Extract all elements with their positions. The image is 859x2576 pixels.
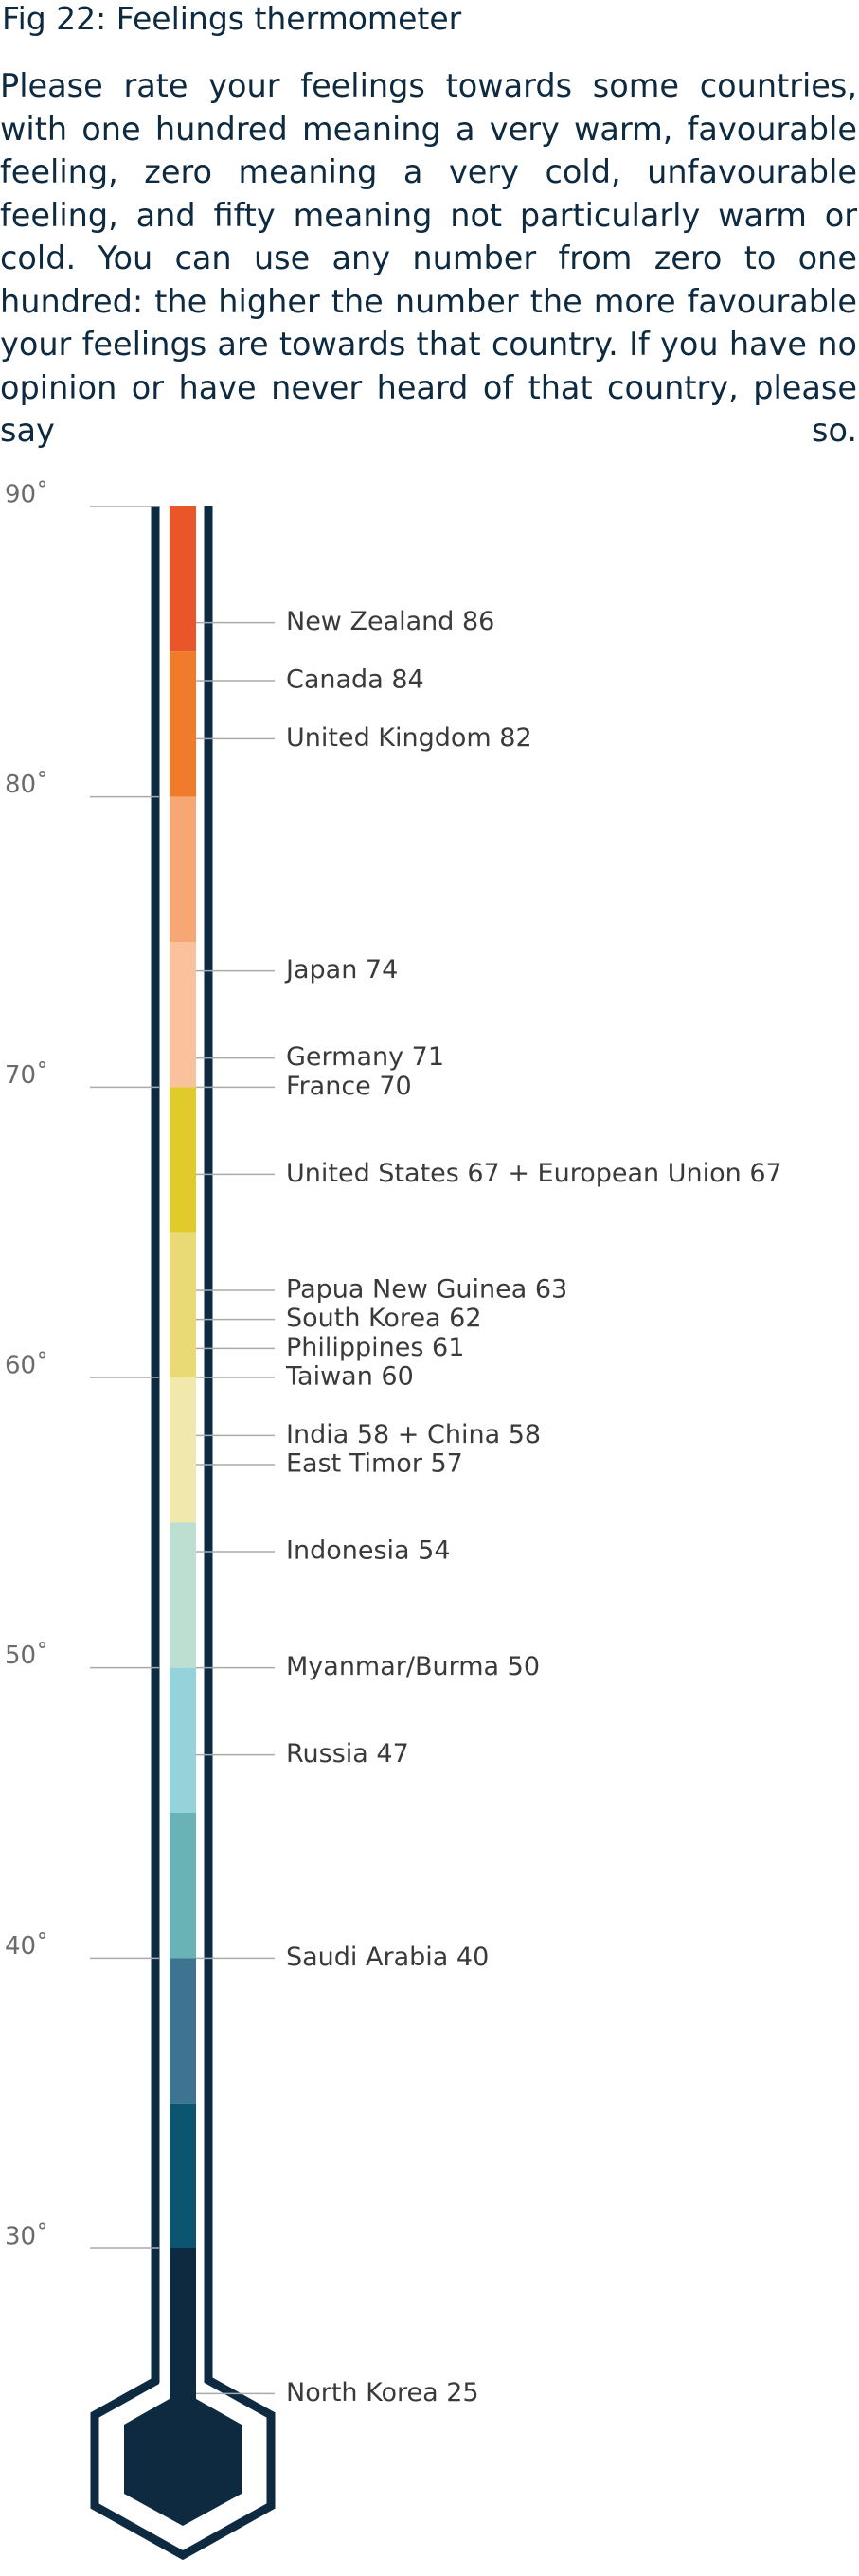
chart-subtitle: Please rate your feelings towards some c…	[0, 67, 857, 449]
band	[170, 1958, 196, 2104]
marker-label: Indonesia 54	[286, 1537, 451, 1566]
y-tick-label: 80˚	[5, 771, 48, 799]
band	[170, 1377, 196, 1523]
band	[170, 651, 196, 797]
marker-label: Myanmar/Burma 50	[286, 1652, 540, 1681]
marker-label: Canada 84	[286, 666, 424, 695]
bulb-inner	[124, 2391, 242, 2526]
marker-label: Japan 74	[284, 955, 398, 985]
band	[170, 1087, 196, 1233]
marker-label: East Timor 57	[286, 1449, 463, 1479]
marker-label: North Korea 25	[286, 2378, 479, 2407]
marker-label: Philippines 61	[286, 1333, 464, 1362]
marker-label: India 58 + China 58	[286, 1420, 541, 1449]
marker-label: France 70	[286, 1072, 412, 1101]
band	[170, 796, 196, 942]
band	[170, 942, 196, 1088]
band	[170, 2103, 196, 2248]
marker-label: Saudi Arabia 40	[286, 1943, 489, 1972]
y-tick-label: 60˚	[5, 1352, 48, 1380]
marker-label: United States 67 + European Union 67	[286, 1159, 782, 1188]
band	[170, 1522, 196, 1668]
y-tick-label: 50˚	[5, 1642, 48, 1670]
marker-label: Papua New Guinea 63	[286, 1275, 567, 1305]
band	[170, 1813, 196, 1959]
chart-title: Fig 22: Feelings thermometer	[2, 0, 462, 37]
y-tick-label: 30˚	[5, 2223, 48, 2251]
y-tick-label: 40˚	[5, 1932, 48, 1961]
marker-label: Russia 47	[286, 1739, 409, 1768]
y-tick-label: 90˚	[5, 481, 48, 509]
marker-label: United Kingdom 82	[286, 723, 532, 753]
marker-label: New Zealand 86	[286, 607, 494, 636]
marker-label: Germany 71	[286, 1042, 444, 1072]
y-tick-label: 70˚	[5, 1061, 48, 1090]
band	[170, 1232, 196, 1377]
marker-label: South Korea 62	[286, 1304, 482, 1333]
marker-label: Taiwan 60	[285, 1362, 414, 1392]
band	[170, 1667, 196, 1813]
band	[170, 506, 196, 652]
